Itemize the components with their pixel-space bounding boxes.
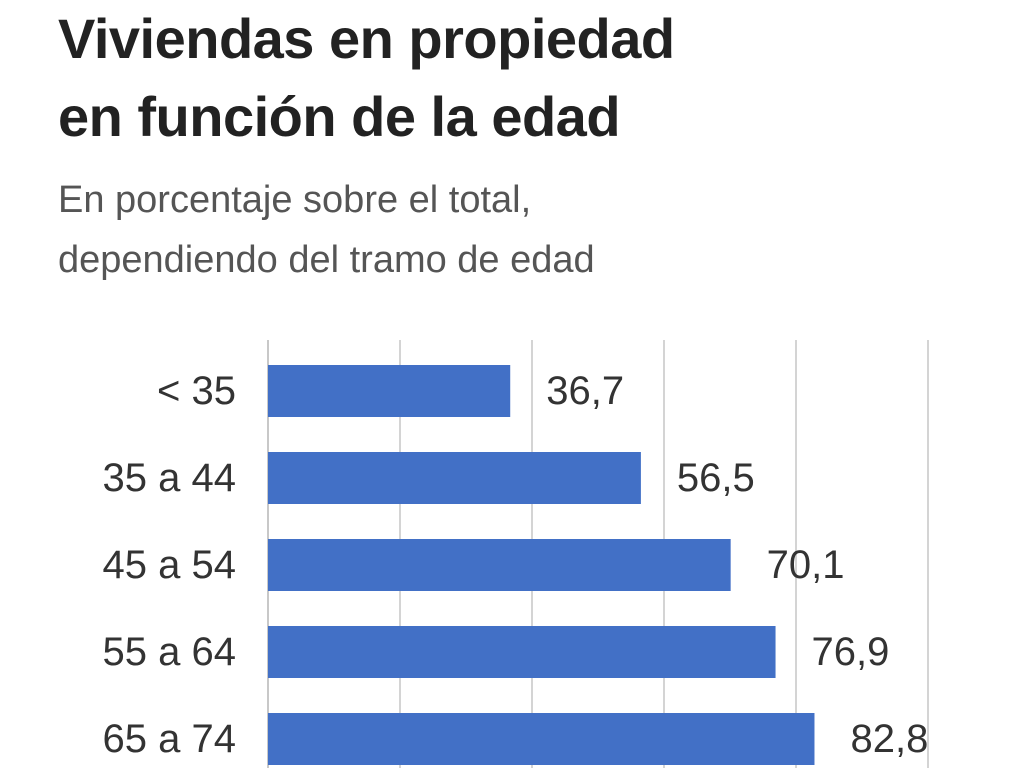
category-label-4: 55 a 64 (103, 630, 236, 674)
chart-title: Viviendas en propiedad en función de la … (58, 0, 998, 156)
chart-title-line-2: en función de la edad (58, 85, 621, 148)
bar-4 (268, 626, 776, 678)
chart-subtitle-line-1: En porcentaje sobre el total, (58, 179, 532, 221)
value-label-5: 82,8 (850, 717, 928, 761)
category-label-5: 65 a 74 (103, 717, 236, 761)
category-label-1: < 35 (157, 369, 236, 413)
value-label-3: 70,1 (767, 543, 845, 587)
bar-1 (268, 365, 511, 417)
chart-subtitle-line-2: dependiendo del tramo de edad (58, 239, 595, 281)
bar-5 (268, 713, 815, 765)
bar-2 (268, 452, 641, 504)
chart-subtitle: En porcentaje sobre el total, dependiend… (58, 170, 998, 290)
category-label-3: 45 a 54 (103, 543, 236, 587)
chart-title-line-1: Viviendas en propiedad (58, 7, 675, 70)
value-label-1: 36,7 (546, 369, 624, 413)
value-label-2: 56,5 (677, 456, 755, 500)
bar-3 (268, 539, 731, 591)
value-label-4: 76,9 (812, 630, 890, 674)
category-label-2: 35 a 44 (103, 456, 236, 500)
